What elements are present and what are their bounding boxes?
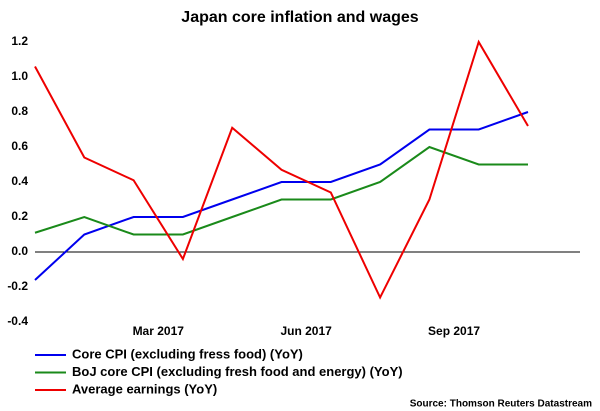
y-tick-label: 0.2 [11, 209, 28, 223]
series-line [34, 39, 529, 300]
y-tick-label: -0.4 [7, 314, 28, 328]
x-tick-label: Mar 2017 [133, 324, 185, 338]
chart-title: Japan core inflation and wages [181, 9, 418, 26]
series-line [34, 111, 529, 281]
y-tick-label: 0.6 [11, 139, 28, 153]
y-tick-label: 0.4 [11, 174, 28, 188]
legend-label: BoJ core CPI (excluding fresh food and e… [72, 364, 403, 379]
series-line [34, 145, 528, 236]
x-tick-label: Sep 2017 [428, 324, 480, 338]
y-tick-label: -0.2 [7, 279, 28, 293]
y-tick-label: 1.0 [11, 69, 28, 83]
legend-label: Core CPI (excluding fress food) (YoY) [72, 346, 303, 361]
legend-label: Average earnings (YoY) [72, 381, 217, 396]
y-tick-label: 1.2 [11, 34, 28, 48]
y-tick-label: 0.8 [11, 104, 28, 118]
source: Source: Thomson Reuters Datastream [410, 399, 592, 410]
x-tick-label: Jun 2017 [280, 324, 332, 338]
y-tick-label: 0.0 [11, 244, 28, 258]
